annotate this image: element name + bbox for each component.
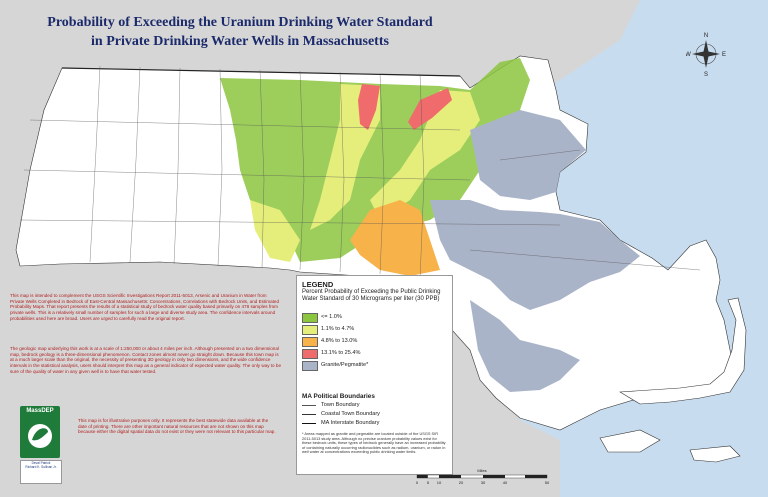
legend-swatch-2: [302, 325, 318, 335]
legend-line-coastal: [302, 414, 316, 415]
map-title-line1: Probability of Exceeding the Uranium Dri…: [47, 15, 433, 30]
compass-e: E: [722, 52, 726, 58]
legend-boundaries-title: MA Political Boundaries: [302, 393, 375, 400]
legend-boundary-2: Coastal Town Boundary: [321, 411, 380, 417]
legend-title: LEGEND: [302, 280, 334, 289]
map-title-line2: in Private Drinking Water Wells in Massa…: [91, 34, 389, 49]
zone-yellow-3: [250, 200, 300, 262]
compass-s: S: [704, 72, 708, 78]
zone-granite-1: [470, 110, 586, 200]
compass-rose-icon: N S E W: [686, 33, 726, 78]
legend-boundary-1: Town Boundary: [321, 402, 360, 408]
scale-unit: Miles: [477, 468, 486, 473]
zone-red-1: [358, 84, 380, 130]
map-legend: LEGEND Percent Probability of Exceeding …: [296, 275, 453, 475]
zone-yellow-2: [370, 90, 480, 220]
legend-line-town: [302, 405, 316, 406]
zone-red-2: [408, 88, 452, 130]
disclaimer-note: This map is for illustrative purposes on…: [78, 418, 276, 435]
compass-w: W: [686, 52, 691, 58]
massdep-logo: MassDEP: [20, 406, 60, 458]
scale-tick-3: 20: [459, 480, 464, 485]
legend-label-2: 1.1% to 4.7%: [321, 326, 355, 332]
legend-label-1: <= 1.0%: [321, 314, 342, 320]
leaf-icon: [28, 424, 52, 448]
scale-tick-2: 10: [437, 480, 442, 485]
legend-swatch-1: [302, 313, 318, 323]
legend-label-3: 4.8% to 13.0%: [321, 338, 358, 344]
scale-tick-1: 5: [427, 480, 430, 485]
agency-line2: Richard K. Sullivan Jr.: [25, 465, 57, 469]
agency-names: Deval Patrick Richard K. Sullivan Jr.: [20, 460, 62, 484]
zone-orange: [350, 200, 440, 276]
legend-swatch-3: [302, 337, 318, 347]
compass-n: N: [704, 33, 708, 39]
scale-tick-4: 30: [481, 480, 486, 485]
legend-label-5: Granite/Pegmatite*: [321, 362, 369, 368]
scale-tick-6: 50: [545, 480, 550, 485]
scale-note: The geologic map underlying this work is…: [10, 346, 282, 374]
marthas-vineyard: [599, 429, 661, 453]
logo-text: MassDEP: [26, 408, 54, 414]
state-boundary-north: [61, 67, 461, 77]
town-boundaries: [19, 65, 701, 281]
agency-line1: Deval Patrick: [31, 461, 51, 465]
zone-granite-3: [470, 300, 580, 392]
cape-cod: [619, 297, 747, 405]
report-note: This map is intended to complement the U…: [10, 293, 280, 321]
legend-subtitle: Percent Probability of Exceeding the Pub…: [302, 289, 441, 302]
scale-bar: Miles 0 5 10 20 30 40 50: [416, 468, 550, 485]
legend-swatch-4: [302, 349, 318, 359]
scale-tick-5: 40: [503, 480, 508, 485]
legend-line-interstate: [302, 423, 316, 424]
legend-label-4: 13.1% to 25.4%: [321, 350, 361, 356]
legend-footnote: * Areas mapped as granite and pegmatite …: [302, 431, 446, 455]
scale-tick-0: 0: [416, 480, 419, 485]
nantucket: [689, 445, 741, 463]
zone-granite-2: [430, 200, 640, 310]
legend-boundary-3: MA Interstate Boundary: [321, 420, 380, 426]
legend-swatch-5: [302, 361, 318, 371]
